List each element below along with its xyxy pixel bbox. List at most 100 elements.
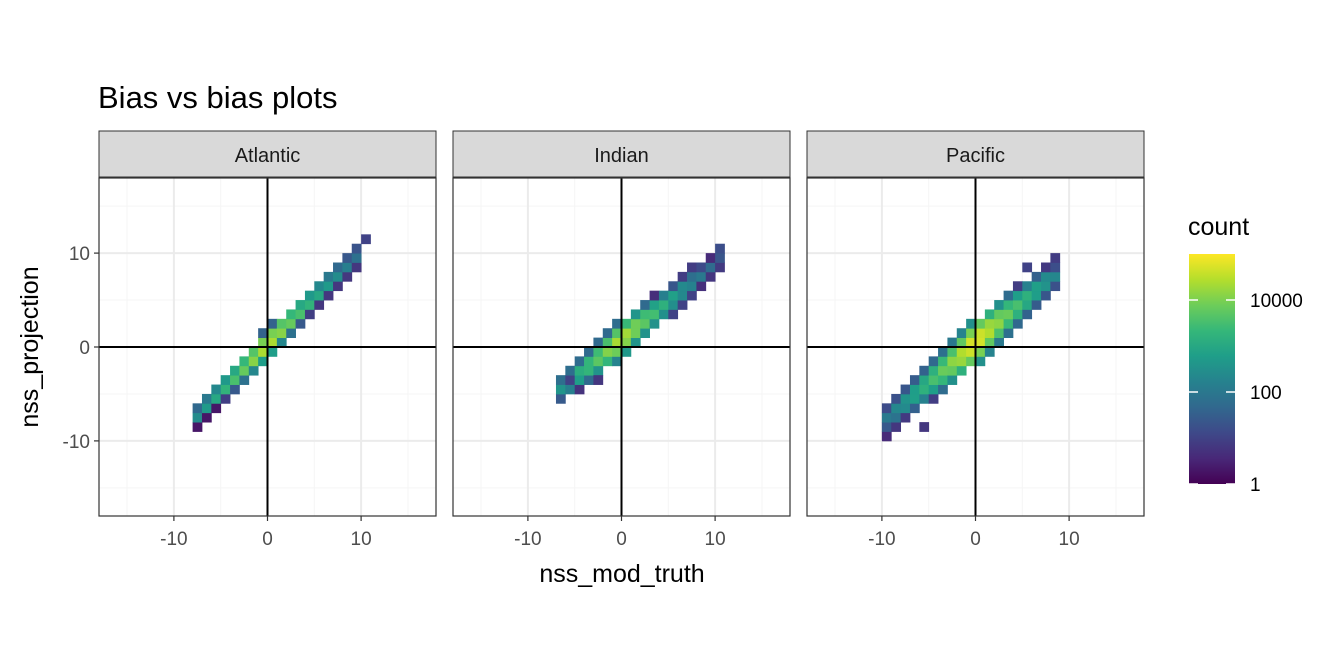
heatmap-cell <box>314 281 325 292</box>
heatmap-cell <box>668 281 679 292</box>
heatmap-cell <box>640 309 650 320</box>
heatmap-cell <box>1031 300 1042 310</box>
x-tick-label: -10 <box>868 529 895 550</box>
heatmap-cell <box>900 412 911 423</box>
heatmap-cell <box>881 412 892 423</box>
heatmap-cell <box>919 384 930 395</box>
heatmap-cell <box>956 356 967 367</box>
heatmap-cell <box>192 403 203 414</box>
heatmap-cell <box>1022 300 1033 310</box>
heatmap-cell <box>361 234 371 245</box>
heatmap-cell <box>1003 328 1014 339</box>
heatmap-cell <box>612 337 622 348</box>
heatmap-cell <box>630 309 641 320</box>
heatmap-cell <box>696 262 707 273</box>
heatmap-cell <box>555 375 566 385</box>
heatmap-cell <box>201 393 212 404</box>
heatmap-cell <box>286 309 296 320</box>
heatmap-cell <box>574 356 585 367</box>
heatmap-cell <box>295 309 306 320</box>
panel-atlantic: Atlantic -10 0 10 -10 0 10 <box>63 130 437 550</box>
heatmap-cell <box>1012 318 1023 329</box>
heatmap-cell <box>612 328 622 339</box>
heatmap-cell <box>1022 290 1033 301</box>
heatmap-cell <box>276 328 287 339</box>
heatmap-cell <box>267 328 278 339</box>
heatmap-cell <box>258 337 268 348</box>
heatmap-cell <box>975 347 986 357</box>
heatmap-cell <box>881 403 892 414</box>
heatmap-cell <box>687 281 697 292</box>
heatmap-cell <box>621 337 632 348</box>
heatmap-cell <box>975 337 986 348</box>
heatmap-cell <box>239 356 250 367</box>
heatmap-cell <box>891 403 902 414</box>
heatmap-cell <box>696 271 707 282</box>
heatmap-cell <box>351 262 362 273</box>
x-axis-title: nss_mod_truth <box>539 560 704 588</box>
legend-label: 100 <box>1250 383 1282 404</box>
heatmap-cell <box>1050 253 1061 263</box>
heatmap-cell <box>994 300 1004 310</box>
color-legend: count 1 100 10000 <box>1188 213 1303 496</box>
heatmap-cell <box>649 300 660 310</box>
heatmap-cell <box>314 300 325 310</box>
heatmap-cell <box>584 365 594 376</box>
heatmap-cell <box>1003 300 1014 310</box>
heatmap-cell <box>565 365 576 376</box>
heatmap-cell <box>295 318 306 329</box>
heatmap-cell <box>956 328 967 339</box>
heatmap-cell <box>342 253 353 263</box>
heatmap-cell <box>984 337 995 348</box>
heatmap-cell <box>230 365 240 376</box>
heatmap-cell <box>947 375 958 385</box>
heatmap-cell <box>342 271 353 282</box>
y-axis-title: nss_projection <box>16 266 44 427</box>
heatmap-cell <box>919 375 930 385</box>
heatmap-cell <box>928 365 939 376</box>
heatmap-cell <box>909 384 920 395</box>
heatmap-cell <box>649 290 660 301</box>
heatmap-cell <box>258 347 268 357</box>
heatmap-cell <box>966 318 976 329</box>
heatmap-cell <box>640 328 650 339</box>
heatmap-cell <box>658 290 669 301</box>
heatmap-cell <box>574 375 585 385</box>
heatmap-cell <box>612 356 622 367</box>
heatmap-cell <box>192 412 203 423</box>
heatmap-cell <box>928 375 939 385</box>
x-tick-label: 10 <box>1059 529 1080 550</box>
heatmap-cell <box>220 375 231 385</box>
heatmap-cell <box>333 271 343 282</box>
heatmap-cell <box>201 412 212 423</box>
heatmap-cell <box>881 431 892 442</box>
heatmap-cell <box>947 356 958 367</box>
heatmap-cell <box>220 393 231 404</box>
x-tick-label: 0 <box>262 529 273 550</box>
heatmap-cell <box>630 318 641 329</box>
heatmap-cell <box>900 393 911 404</box>
heatmap-cell <box>687 262 697 273</box>
heatmap-cell <box>975 328 986 339</box>
heatmap-cell <box>881 422 892 432</box>
heatmap-cell <box>677 281 688 292</box>
heatmap-cell <box>602 328 613 339</box>
heatmap-cell <box>593 375 604 385</box>
heatmap-cell <box>900 384 911 395</box>
heatmap-cell <box>994 318 1004 329</box>
heatmap-cell <box>276 337 287 348</box>
heatmap-cell <box>956 337 967 348</box>
heatmap-cell <box>658 300 669 310</box>
heatmap-cell <box>705 262 716 273</box>
heatmap-cell <box>984 318 995 329</box>
heatmap-cell <box>295 300 306 310</box>
heatmap-cell <box>630 328 641 339</box>
heatmap-cell <box>248 365 259 376</box>
heatmap-cell <box>1041 262 1051 273</box>
heatmap-cell <box>351 253 362 263</box>
heatmap-cell <box>602 347 613 357</box>
heatmap-cell <box>211 384 222 395</box>
heatmap-cell <box>304 309 315 320</box>
heatmap-cell <box>715 243 725 254</box>
heatmap-cell <box>938 365 948 376</box>
